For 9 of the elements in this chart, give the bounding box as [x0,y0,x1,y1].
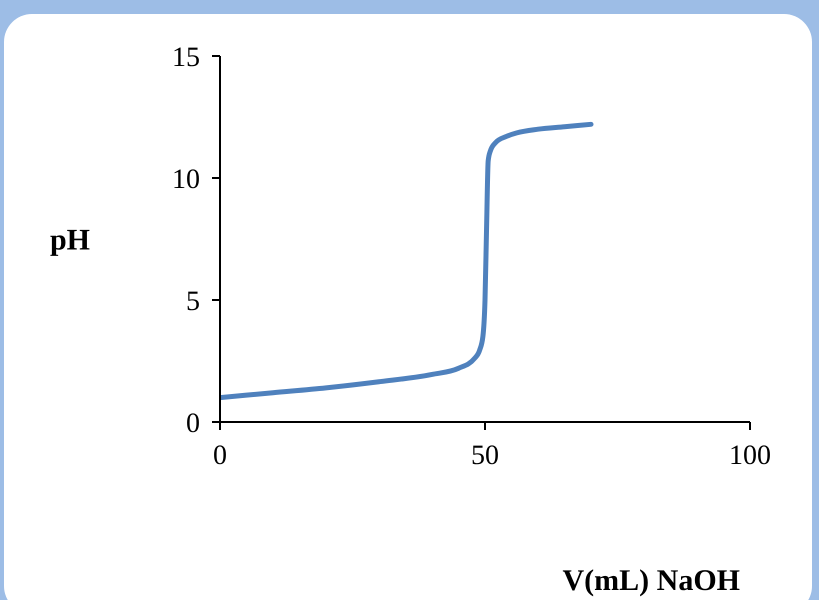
x-tick-label: 0 [213,440,227,471]
y-tick-label: 15 [172,42,200,73]
y-axis-title: pH [50,224,90,257]
y-tick-label: 0 [186,408,200,439]
y-tick-label: 5 [186,286,200,317]
x-tick-label: 100 [729,440,771,471]
y-tick-label: 10 [172,164,200,195]
x-tick-label: 50 [471,440,499,471]
x-axis-title: V(mL) NaOH [562,564,740,597]
